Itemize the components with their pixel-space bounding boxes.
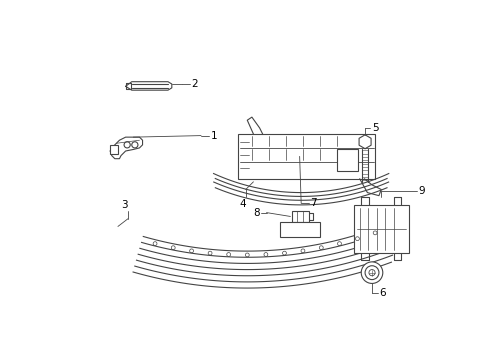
- Text: 8: 8: [253, 208, 260, 217]
- Bar: [238, 134, 375, 179]
- Text: 5: 5: [372, 123, 379, 133]
- Text: 4: 4: [239, 199, 246, 209]
- Bar: [354, 205, 409, 253]
- Bar: [292, 211, 309, 222]
- Bar: [280, 222, 319, 237]
- Text: 7: 7: [311, 198, 317, 208]
- Text: 2: 2: [191, 79, 197, 89]
- Bar: [337, 149, 358, 171]
- Circle shape: [361, 262, 383, 283]
- Polygon shape: [110, 137, 143, 159]
- Text: 1: 1: [210, 131, 217, 141]
- Text: 9: 9: [418, 186, 425, 196]
- Bar: [110, 145, 118, 154]
- Text: 3: 3: [122, 199, 128, 210]
- Text: 6: 6: [380, 288, 386, 298]
